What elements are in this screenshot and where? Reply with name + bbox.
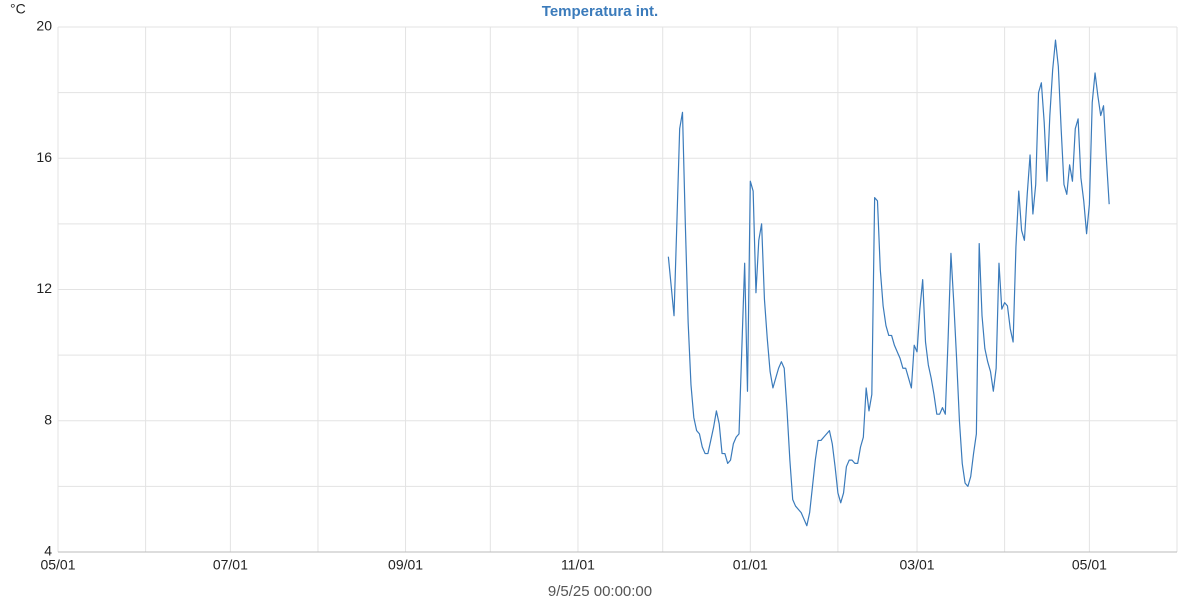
y-tick-label: 16 (36, 149, 52, 165)
x-tick-label: 03/01 (900, 557, 935, 573)
y-unit: °C (10, 1, 26, 17)
cursor-time: 9/5/25 00:00:00 (548, 583, 652, 600)
x-tick-label: 11/01 (561, 557, 595, 573)
x-tick-label: 09/01 (388, 557, 423, 573)
y-tick-label: 20 (36, 18, 52, 34)
y-tick-label: 8 (44, 411, 52, 427)
x-tick-label: 01/01 (733, 557, 768, 573)
chart-title: Temperatura int. (542, 3, 658, 20)
y-tick-label: 4 (44, 543, 52, 559)
x-tick-label: 05/01 (1072, 557, 1107, 573)
x-tick-label: 07/01 (213, 557, 248, 573)
data-line (667, 39, 1110, 527)
y-tick-label: 12 (36, 280, 52, 296)
x-tick-label: 05/01 (40, 557, 75, 573)
